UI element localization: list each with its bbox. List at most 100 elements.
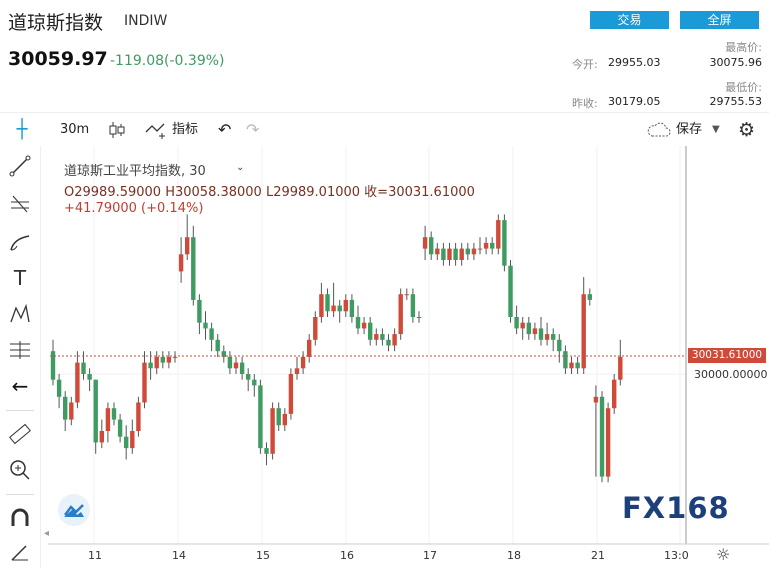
candle-down <box>203 322 208 329</box>
last-price-tag: 30031.61000 <box>688 348 766 364</box>
time-axis-label: 21 <box>591 549 605 562</box>
candle-up <box>288 374 294 414</box>
chart-grid <box>50 146 686 544</box>
high-value: 30075.96 <box>709 56 763 69</box>
candle-up <box>398 294 403 335</box>
candle-down <box>264 448 269 454</box>
candle-up <box>416 317 422 318</box>
axis-settings-icon[interactable]: ☼ <box>716 545 731 564</box>
candles-layer <box>50 214 623 483</box>
candle-down <box>221 351 226 357</box>
prediction-tool-icon[interactable] <box>8 338 32 362</box>
candle-down <box>337 305 342 312</box>
candle-down <box>87 374 92 380</box>
cloud-icon[interactable] <box>646 118 672 142</box>
indicators-icon[interactable] <box>144 118 168 142</box>
brush-icon[interactable] <box>8 230 32 254</box>
candle-up <box>270 408 275 454</box>
zoom-icon[interactable] <box>8 458 32 482</box>
time-axis-label: 13:0 <box>664 549 689 562</box>
time-axis-label: 11 <box>88 549 102 562</box>
ruler-icon[interactable] <box>8 422 32 446</box>
trade-button[interactable]: 交易 <box>590 11 669 29</box>
sidebar-divider <box>40 146 41 568</box>
legend-ohlc: O29989.59000 H30058.38000 L29989.01000 收… <box>64 185 475 200</box>
fullscreen-button[interactable]: 全屏 <box>680 11 759 29</box>
interval-button[interactable]: 30m <box>60 122 90 137</box>
candle-down <box>490 242 495 249</box>
candle-down <box>93 379 98 443</box>
candle-up <box>374 334 379 340</box>
candle-up <box>612 379 617 409</box>
candle-down <box>538 328 544 340</box>
candle-down <box>209 328 214 340</box>
candle-down <box>239 362 245 374</box>
candle-down <box>258 385 263 449</box>
price-axis-label: 30000.00000 <box>694 368 768 381</box>
pattern-tool-icon[interactable] <box>8 302 32 326</box>
candle-up <box>75 362 80 403</box>
lock-draw-icon[interactable] <box>8 540 32 564</box>
candle-up <box>313 317 318 340</box>
candle-down <box>508 265 513 317</box>
candle-down <box>599 396 605 477</box>
time-axis-label: 16 <box>340 549 354 562</box>
candle-up <box>447 248 452 260</box>
candle-down <box>514 317 519 329</box>
time-axis-label: 17 <box>423 549 437 562</box>
time-axis-label: 18 <box>507 549 521 562</box>
candle-down <box>56 379 62 397</box>
candle-up <box>233 362 239 369</box>
candle-down <box>252 379 257 386</box>
candle-down <box>526 322 531 335</box>
candle-up <box>130 431 135 449</box>
save-button[interactable]: 保存 <box>676 122 703 137</box>
legend-change: +41.79000 (+0.14%) <box>64 201 204 216</box>
candle-up <box>569 362 574 369</box>
candle-up <box>392 334 397 346</box>
candle-down <box>325 294 330 312</box>
text-tool-icon[interactable]: T <box>13 266 27 290</box>
candle-up <box>471 248 477 255</box>
candle-up <box>331 305 336 312</box>
candle-down <box>465 248 470 255</box>
crosshair-icon[interactable]: ┼ <box>16 119 28 140</box>
candle-down <box>227 356 233 369</box>
candle-up <box>343 299 348 312</box>
candle-down <box>380 334 385 340</box>
magnet-icon[interactable] <box>8 506 32 530</box>
candle-up <box>294 368 300 374</box>
candle-down <box>453 248 458 260</box>
time-axis-label: 15 <box>256 549 270 562</box>
candle-style-icon[interactable] <box>108 118 126 142</box>
price-change: -119.08(-0.39%) <box>110 53 225 69</box>
candle-down <box>111 408 117 420</box>
undo-icon[interactable]: ↶ <box>218 120 232 139</box>
candle-down <box>215 339 220 352</box>
indicators-button[interactable]: 指标 <box>172 122 199 137</box>
sidebar-separator <box>6 410 34 411</box>
candle-up <box>69 402 74 420</box>
candle-down <box>502 220 507 266</box>
back-arrow-icon[interactable]: ← <box>11 374 29 398</box>
candle-up <box>581 294 586 369</box>
instrument-code: INDIW <box>124 13 168 29</box>
legend-collapse-icon[interactable]: ⌄ <box>236 162 245 173</box>
candle-up <box>178 254 184 272</box>
fib-tool-icon[interactable] <box>8 192 32 216</box>
save-dropdown-icon[interactable]: ▼ <box>712 124 720 135</box>
settings-gear-icon[interactable]: ⚙ <box>738 119 756 141</box>
scroll-left-icon[interactable]: ◂ <box>44 528 50 539</box>
trend-line-icon[interactable] <box>8 154 32 178</box>
candle-down <box>386 339 391 346</box>
redo-icon[interactable]: ↷ <box>246 120 260 139</box>
tradingview-logo-icon[interactable] <box>58 494 90 526</box>
candle-up <box>154 356 159 369</box>
candle-up <box>496 220 501 249</box>
candle-up <box>105 408 111 431</box>
candle-up <box>172 356 178 358</box>
watermark-logo: FX168 <box>622 491 730 525</box>
candle-down <box>563 351 568 369</box>
candle-down <box>429 237 434 255</box>
